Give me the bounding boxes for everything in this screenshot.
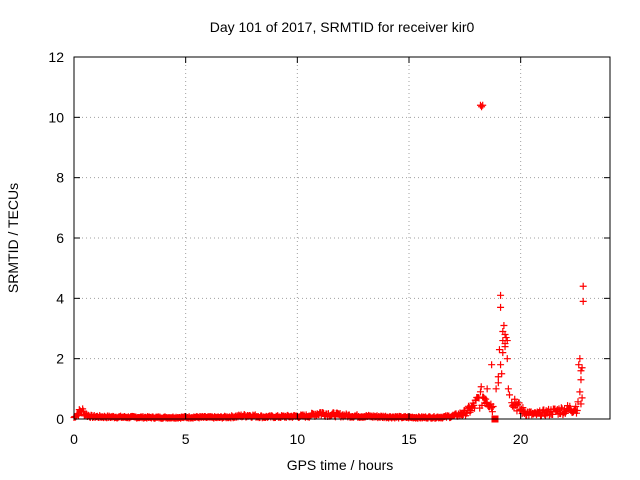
data-point bbox=[506, 391, 513, 399]
y-tick-label: 2 bbox=[56, 351, 64, 367]
data-point bbox=[503, 355, 511, 363]
x-tick-label: 20 bbox=[513, 431, 529, 447]
data-point bbox=[573, 406, 581, 414]
data-point bbox=[476, 388, 484, 396]
data-point bbox=[488, 408, 496, 416]
data-point bbox=[502, 334, 510, 342]
data-point bbox=[577, 367, 585, 375]
data-point bbox=[492, 385, 500, 393]
data-point bbox=[513, 407, 521, 415]
chart-title: Day 101 of 2017, SRMTID for receiver kir… bbox=[210, 19, 475, 35]
data-point bbox=[578, 364, 586, 372]
data-point bbox=[576, 388, 584, 396]
data-point bbox=[519, 404, 527, 412]
data-point bbox=[504, 385, 512, 393]
data-point bbox=[501, 331, 509, 339]
y-tick-label: 0 bbox=[56, 411, 64, 427]
data-point bbox=[463, 409, 471, 417]
data-point bbox=[501, 343, 509, 351]
data-point bbox=[482, 398, 490, 406]
data-point bbox=[498, 370, 506, 378]
data-point bbox=[577, 376, 585, 384]
data-point bbox=[557, 404, 565, 412]
data-point bbox=[511, 395, 519, 403]
data-point bbox=[480, 394, 488, 402]
y-axis-label: SRMTID / TECUs bbox=[5, 183, 21, 293]
data-point bbox=[497, 291, 505, 299]
data-point bbox=[508, 402, 516, 410]
data-point bbox=[319, 408, 327, 416]
data-point bbox=[497, 303, 505, 311]
data-point bbox=[494, 373, 502, 381]
y-tick-label: 4 bbox=[56, 290, 64, 306]
axis-ticks: 0 5 10 15 20 0 2 4 6 8 10 12 bbox=[48, 49, 610, 447]
data-point bbox=[575, 361, 583, 369]
data-point bbox=[483, 385, 491, 393]
data-point bbox=[482, 395, 490, 403]
data-point bbox=[566, 402, 574, 410]
data-point bbox=[478, 103, 486, 111]
x-axis-label: GPS time / hours bbox=[287, 457, 394, 473]
data-point bbox=[74, 412, 82, 420]
data-point bbox=[477, 383, 485, 391]
x-tick-label: 10 bbox=[290, 431, 306, 447]
data-point bbox=[579, 297, 587, 305]
data-point bbox=[579, 282, 587, 290]
data-point bbox=[499, 349, 507, 357]
data-point bbox=[497, 361, 505, 369]
data-point bbox=[494, 379, 502, 387]
data-point bbox=[578, 394, 586, 402]
y-tick-label: 12 bbox=[48, 49, 64, 65]
data-point bbox=[305, 413, 313, 421]
x-tick-label: 0 bbox=[70, 431, 78, 447]
data-point bbox=[576, 355, 584, 363]
data-point bbox=[73, 411, 81, 419]
data-point bbox=[489, 402, 497, 410]
data-point bbox=[488, 361, 496, 369]
data-point bbox=[577, 400, 585, 408]
data-points bbox=[70, 101, 587, 423]
data-point bbox=[515, 399, 523, 407]
data-point bbox=[495, 346, 503, 354]
data-point bbox=[572, 403, 580, 411]
y-tick-label: 10 bbox=[48, 109, 64, 125]
data-point bbox=[488, 404, 496, 412]
data-point bbox=[500, 321, 508, 329]
data-point bbox=[79, 407, 87, 415]
gridlines bbox=[74, 57, 610, 419]
data-point bbox=[479, 101, 487, 109]
x-tick-label: 15 bbox=[401, 431, 417, 447]
data-point bbox=[503, 337, 511, 345]
x-tick-label: 5 bbox=[182, 431, 190, 447]
y-tick-label: 6 bbox=[56, 230, 64, 246]
data-point bbox=[466, 408, 474, 416]
data-point bbox=[467, 407, 475, 414]
data-point bbox=[553, 406, 561, 414]
y-tick-label: 8 bbox=[56, 170, 64, 186]
